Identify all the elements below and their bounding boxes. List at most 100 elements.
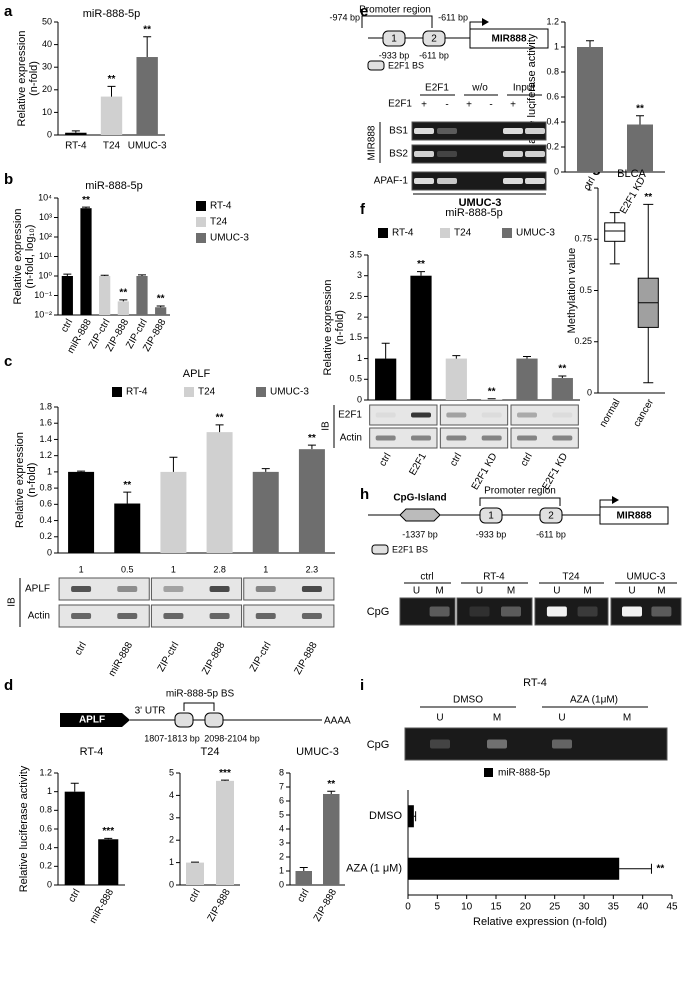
bar xyxy=(160,471,187,553)
blot-f: E2F1 Actin IB xyxy=(321,405,362,448)
y-tick-label: 1 xyxy=(279,865,284,875)
x-tick-label: miR-888 xyxy=(107,640,136,679)
y-tick-label: 0.6 xyxy=(39,823,52,833)
row-label: CpG xyxy=(367,739,390,751)
chart: 0 10 20 30 40 50 miR-888-5p Relative expression… xyxy=(16,8,167,152)
gel-frame xyxy=(399,597,456,626)
gel xyxy=(369,404,438,426)
y-tick-label: 4 xyxy=(169,790,174,800)
bracket xyxy=(183,702,215,711)
y-tick-label: 0.8 xyxy=(546,66,559,76)
site-position: 2098-2104 bp xyxy=(204,733,260,743)
y-tick-label: 1.8 xyxy=(39,401,52,411)
bar xyxy=(627,124,653,172)
y-axis-label: Relative luciferase activity xyxy=(526,33,538,160)
band xyxy=(552,739,572,749)
y-axis-label: Relative expression xyxy=(14,432,26,528)
bar xyxy=(516,358,538,400)
group-label: DMSO xyxy=(453,695,483,706)
y-tick-label: 2 xyxy=(169,835,174,845)
gel-frame xyxy=(369,404,438,426)
y-tick-label: 0 xyxy=(357,394,362,404)
chart-title: RT-4 xyxy=(80,746,104,758)
quantification: 2.8 xyxy=(213,564,226,574)
error-bar xyxy=(63,273,72,276)
legend-label: miR-888-5p xyxy=(498,768,551,779)
band xyxy=(446,435,467,441)
blot-method: IB xyxy=(7,597,18,607)
y-tick-label: 0 xyxy=(47,547,52,557)
group-label: T24 xyxy=(562,572,580,583)
legend-swatch xyxy=(196,201,206,211)
gel xyxy=(510,427,579,449)
x-tick-label: ZIP-ctrl xyxy=(248,640,274,673)
x-tick-label: 0 xyxy=(405,902,411,913)
band xyxy=(71,613,92,619)
y-tick-label: 1 xyxy=(554,41,559,51)
bar xyxy=(551,378,573,400)
key-label: E2F1 BS xyxy=(388,60,424,70)
bar xyxy=(117,301,129,315)
y-tick-label: 1 xyxy=(169,857,174,867)
lane-label: U xyxy=(558,713,565,724)
y-axis-label: Relative expression xyxy=(16,31,28,127)
chart: 0 0.25 0.5 0.75 1 BLCA Methylation value normal… xyxy=(566,168,665,429)
band xyxy=(301,586,322,592)
band xyxy=(501,606,521,617)
y-tick-label: 0 xyxy=(587,387,592,397)
error-bar xyxy=(215,424,224,433)
site-number: 1 xyxy=(391,34,397,45)
y-tick-label: 5 xyxy=(279,809,284,819)
panel-label: c xyxy=(4,353,12,370)
blot-row-label: Actin xyxy=(340,433,362,444)
quantification: 1 xyxy=(263,564,268,574)
legend-swatch xyxy=(196,233,206,243)
significance: ** xyxy=(417,259,425,270)
y-tick-label: 4 xyxy=(279,823,284,833)
gel xyxy=(534,597,609,626)
error-bar xyxy=(221,779,229,781)
gel-frame xyxy=(439,404,509,426)
row-label: BS2 xyxy=(389,149,408,160)
diagram-d: APLF 3' UTR miR-888-5p BS 1807-1813 bp 2… xyxy=(60,689,351,743)
bar xyxy=(410,275,432,400)
gel-frame xyxy=(150,577,243,601)
y-tick-label: 1.2 xyxy=(39,450,52,460)
legend-swatch xyxy=(378,228,388,238)
y-tick-label: 10⁻¹ xyxy=(34,290,52,300)
band xyxy=(525,178,545,184)
whisker xyxy=(643,203,654,279)
gel-frame xyxy=(404,727,668,761)
lane-label: M xyxy=(493,713,501,724)
band xyxy=(255,613,276,619)
band xyxy=(651,606,672,617)
error-bar xyxy=(119,299,128,302)
bar xyxy=(186,862,204,885)
chart: 0 1 2 3 4 5 6 7 8 UMUC-3 ctrl ZIP-888 ** xyxy=(279,746,345,924)
legend-swatch xyxy=(256,387,266,397)
site-number: 1 xyxy=(488,511,494,522)
key-swatch xyxy=(371,544,389,555)
lane-label: M xyxy=(623,713,631,724)
band xyxy=(117,586,138,592)
group-label: E2F1 xyxy=(425,83,449,94)
band xyxy=(255,586,276,592)
gene-name: MIR888 xyxy=(491,34,526,45)
band xyxy=(430,739,450,749)
x-tick-label: 30 xyxy=(578,902,590,913)
gel-frame xyxy=(510,427,579,449)
y-tick-label: 0.6 xyxy=(546,91,559,101)
significance: *** xyxy=(219,768,231,779)
bar xyxy=(445,358,467,400)
band xyxy=(437,178,457,184)
band xyxy=(622,606,642,617)
binding-site xyxy=(382,30,406,47)
legend-label: RT-4 xyxy=(126,387,148,398)
band xyxy=(429,606,450,617)
row-label: E2F1 xyxy=(388,99,412,110)
band xyxy=(517,435,537,441)
error-bar xyxy=(558,375,567,379)
x-tick-label: 10 xyxy=(461,902,473,913)
error-bar xyxy=(327,790,336,794)
